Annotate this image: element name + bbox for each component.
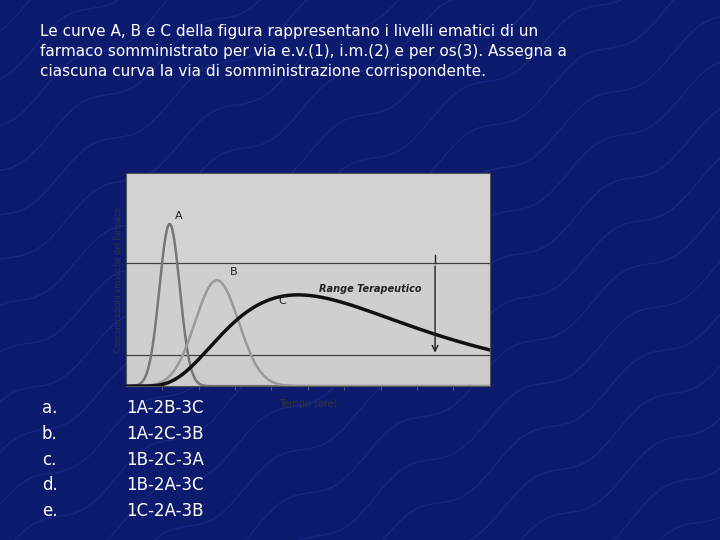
Text: d.: d. <box>42 476 58 495</box>
Text: b.: b. <box>42 424 58 443</box>
Text: C: C <box>279 296 287 306</box>
Text: 1B-2A-3C: 1B-2A-3C <box>126 476 204 495</box>
Text: 1A-2B-3C: 1A-2B-3C <box>126 399 204 417</box>
Text: B: B <box>230 267 238 277</box>
Text: 1B-2C-3A: 1B-2C-3A <box>126 450 204 469</box>
Text: Range Terapeutico: Range Terapeutico <box>319 284 421 294</box>
Y-axis label: Concentrazioni ematiche del Farmaco: Concentrazioni ematiche del Farmaco <box>114 207 123 352</box>
Bar <box>126 263 490 355</box>
Text: c.: c. <box>42 450 56 469</box>
Text: Le curve A, B e C della figura rappresentano i livelli ematici di un
farmaco som: Le curve A, B e C della figura rappresen… <box>40 24 567 79</box>
Text: a.: a. <box>42 399 57 417</box>
Text: e.: e. <box>42 502 58 521</box>
X-axis label: Tempo (ore): Tempo (ore) <box>279 399 337 409</box>
Text: 1C-2A-3B: 1C-2A-3B <box>126 502 204 521</box>
Bar <box>126 164 490 263</box>
Text: 1A-2C-3B: 1A-2C-3B <box>126 424 204 443</box>
Text: A: A <box>175 211 183 221</box>
